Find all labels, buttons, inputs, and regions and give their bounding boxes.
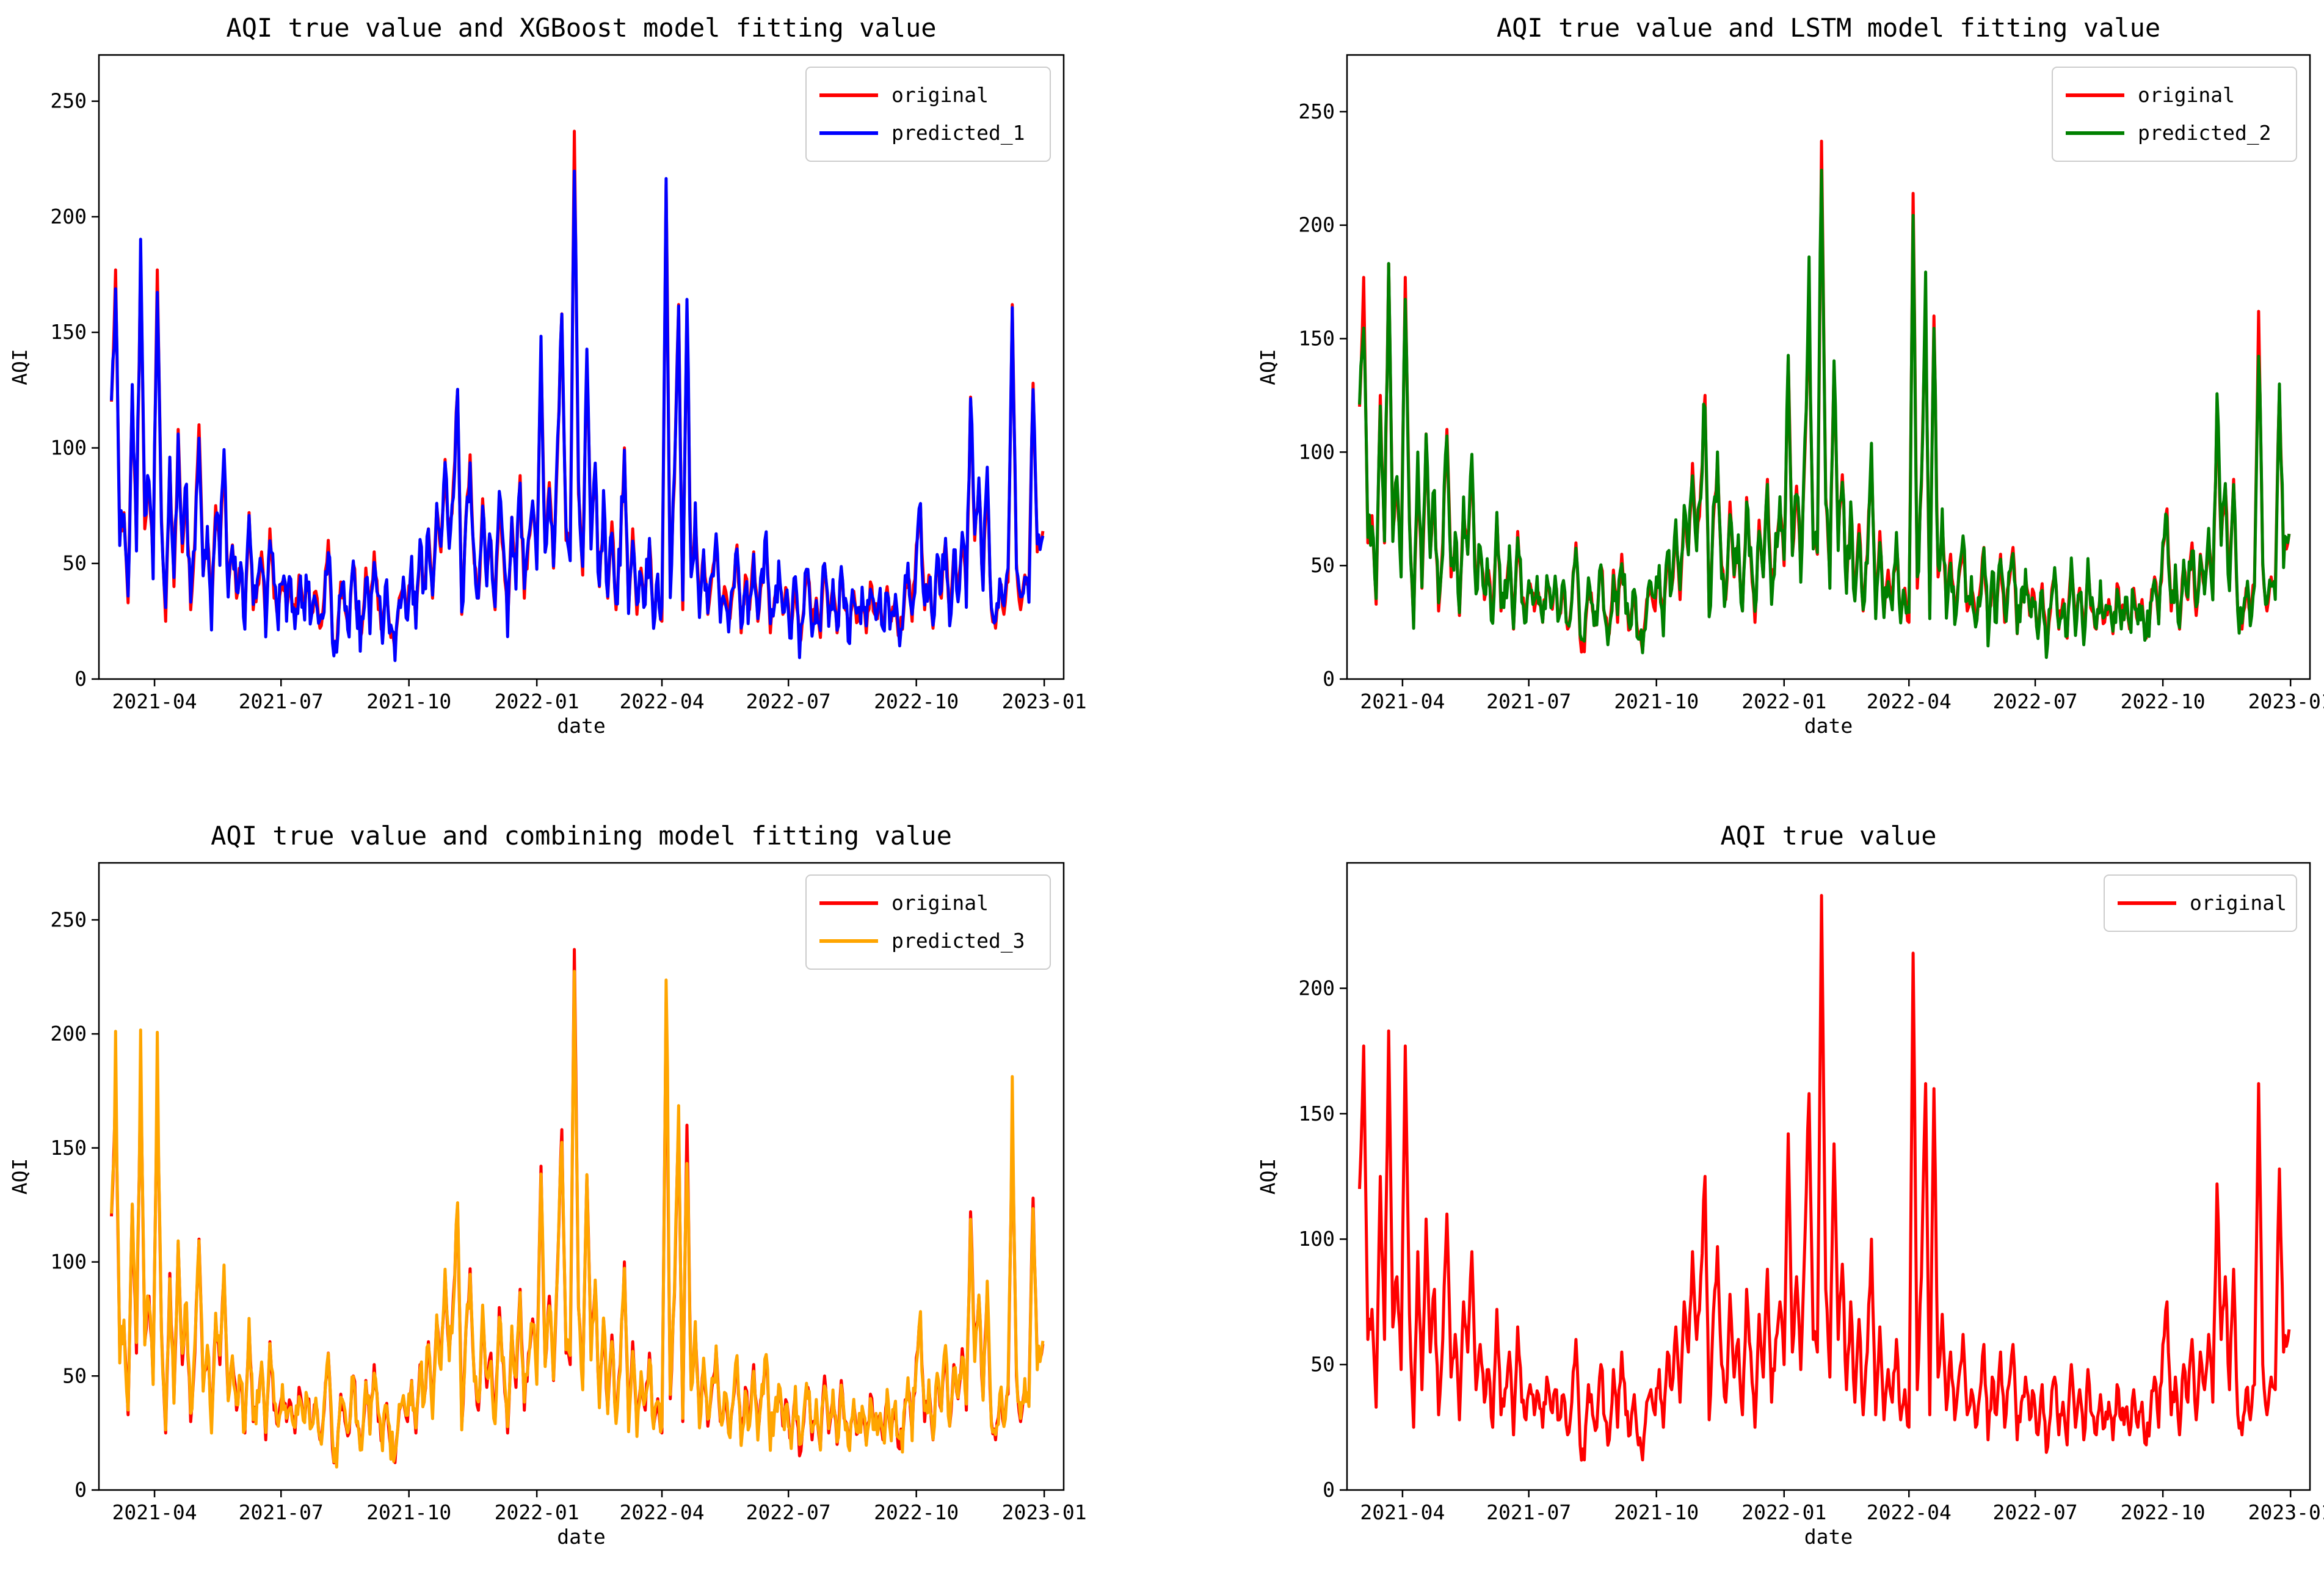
y-tick-label: 150	[50, 1136, 87, 1160]
y-tick-label: 100	[1298, 440, 1335, 463]
y-tick-label: 150	[1298, 327, 1335, 351]
legend-label-original: original	[2190, 891, 2287, 915]
chart-panel-4: AQI true value 0 50 100 150 200 2021-04 2021-07…	[1256, 821, 2324, 1549]
x-tick-label: 2021-04	[112, 689, 197, 713]
axes-frame	[98, 862, 1065, 1491]
legend-label-original: original	[2138, 83, 2235, 107]
legend-box	[805, 874, 1051, 970]
x-tick-label: 2022-04	[620, 1500, 705, 1524]
y-tick-label: 200	[1298, 976, 1335, 1000]
legend-label-original: original	[891, 83, 989, 107]
axes-frame	[98, 54, 1065, 680]
x-tick-label: 2021-10	[366, 1500, 451, 1524]
y-tick-label: 50	[62, 1364, 87, 1387]
x-tick-label: 2023-01	[2248, 689, 2324, 713]
y-tick-label: 50	[62, 551, 87, 575]
x-tick-label: 2022-01	[1741, 1500, 1826, 1524]
series-line-original	[1358, 893, 2291, 1462]
legend-label-predicted-1: predicted_1	[891, 121, 1025, 145]
x-tick-label: 2021-07	[239, 689, 324, 713]
x-tick-label: 2023-01	[2248, 1500, 2324, 1524]
legend-box	[2104, 874, 2297, 932]
y-axis-label: AQI	[8, 349, 32, 385]
x-tick-label: 2022-07	[746, 689, 831, 713]
axes-frame	[1346, 862, 2311, 1491]
chart-title: AQI true value and LSTM model fitting va…	[1497, 13, 2160, 43]
x-axis-label: date	[1804, 1525, 1853, 1549]
y-tick-label: 200	[1298, 213, 1335, 237]
chart-title: AQI true value and XGBoost model fitting…	[226, 13, 936, 43]
series-line-predicted-1	[110, 169, 1045, 663]
legend-label-original: original	[891, 891, 989, 915]
y-tick-label: 150	[50, 320, 87, 344]
chart-panel-2: AQI true value and LSTM model fitting va…	[1256, 13, 2324, 738]
x-tick-label: 2021-04	[1360, 689, 1445, 713]
x-tick-label: 2022-04	[620, 689, 705, 713]
chart-panel-3: AQI true value and combining model fitti…	[8, 821, 1087, 1549]
axes-frame	[1346, 54, 2311, 680]
legend: original predicted_2	[2052, 67, 2297, 162]
x-tick-label: 2022-10	[2121, 1500, 2206, 1524]
x-tick-label: 2022-07	[1993, 689, 2078, 713]
x-tick-label: 2021-07	[1486, 1500, 1571, 1524]
x-tick-label: 2022-07	[746, 1500, 831, 1524]
x-tick-label: 2022-01	[1741, 689, 1826, 713]
y-tick-label: 0	[1323, 667, 1335, 691]
legend: original predicted_1	[805, 67, 1051, 162]
y-axis-label: AQI	[1256, 349, 1280, 385]
y-tick-label: 250	[50, 907, 87, 931]
y-tick-label: 250	[50, 89, 87, 113]
x-axis-label: date	[557, 1525, 605, 1549]
y-tick-label: 200	[50, 1022, 87, 1045]
y-tick-label: 0	[74, 1478, 87, 1502]
x-tick-label: 2021-04	[1360, 1500, 1445, 1524]
series-line-predicted-3	[110, 970, 1045, 1469]
x-tick-label: 2022-04	[1867, 689, 1952, 713]
x-axis-label: date	[557, 714, 605, 738]
y-axis-label: AQI	[8, 1158, 32, 1195]
x-tick-label: 2021-04	[112, 1500, 197, 1524]
chart-title: AQI true value and combining model fitti…	[211, 821, 952, 851]
x-tick-label: 2022-10	[874, 689, 959, 713]
x-tick-label: 2021-10	[1614, 1500, 1699, 1524]
x-tick-label: 2021-10	[366, 689, 451, 713]
chart-panel-1: AQI true value and XGBoost model fitting…	[8, 13, 1087, 738]
chart-title: AQI true value	[1720, 821, 1936, 851]
x-tick-label: 2022-07	[1993, 1500, 2078, 1524]
x-axis-label: date	[1804, 714, 1853, 738]
x-tick-label: 2021-07	[1486, 689, 1571, 713]
x-tick-label: 2022-10	[874, 1500, 959, 1524]
x-tick-label: 2022-04	[1867, 1500, 1952, 1524]
x-tick-label: 2022-10	[2121, 689, 2206, 713]
y-tick-label: 100	[50, 1250, 87, 1274]
y-tick-label: 100	[1298, 1227, 1335, 1251]
x-tick-label: 2022-01	[495, 689, 579, 713]
legend-box	[805, 67, 1051, 162]
legend-box	[2052, 67, 2297, 162]
y-tick-label: 0	[1323, 1478, 1335, 1502]
x-tick-label: 2021-10	[1614, 689, 1699, 713]
legend: original predicted_3	[805, 874, 1051, 970]
y-tick-label: 0	[74, 667, 87, 691]
legend-label-predicted-3: predicted_3	[891, 929, 1025, 953]
y-tick-label: 100	[50, 435, 87, 459]
legend-label-predicted-2: predicted_2	[2138, 121, 2271, 145]
y-tick-label: 250	[1298, 100, 1335, 123]
x-tick-label: 2022-01	[495, 1500, 579, 1524]
legend: original	[2104, 874, 2297, 932]
y-axis-label: AQI	[1256, 1158, 1280, 1195]
series-line-predicted-2	[1358, 169, 2291, 660]
y-tick-label: 50	[1310, 1353, 1335, 1376]
y-tick-label: 200	[50, 205, 87, 228]
x-tick-label: 2021-07	[239, 1500, 324, 1524]
x-tick-label: 2023-01	[1002, 689, 1087, 713]
y-tick-label: 50	[1310, 553, 1335, 577]
y-tick-label: 150	[1298, 1102, 1335, 1125]
x-tick-label: 2023-01	[1002, 1500, 1087, 1524]
